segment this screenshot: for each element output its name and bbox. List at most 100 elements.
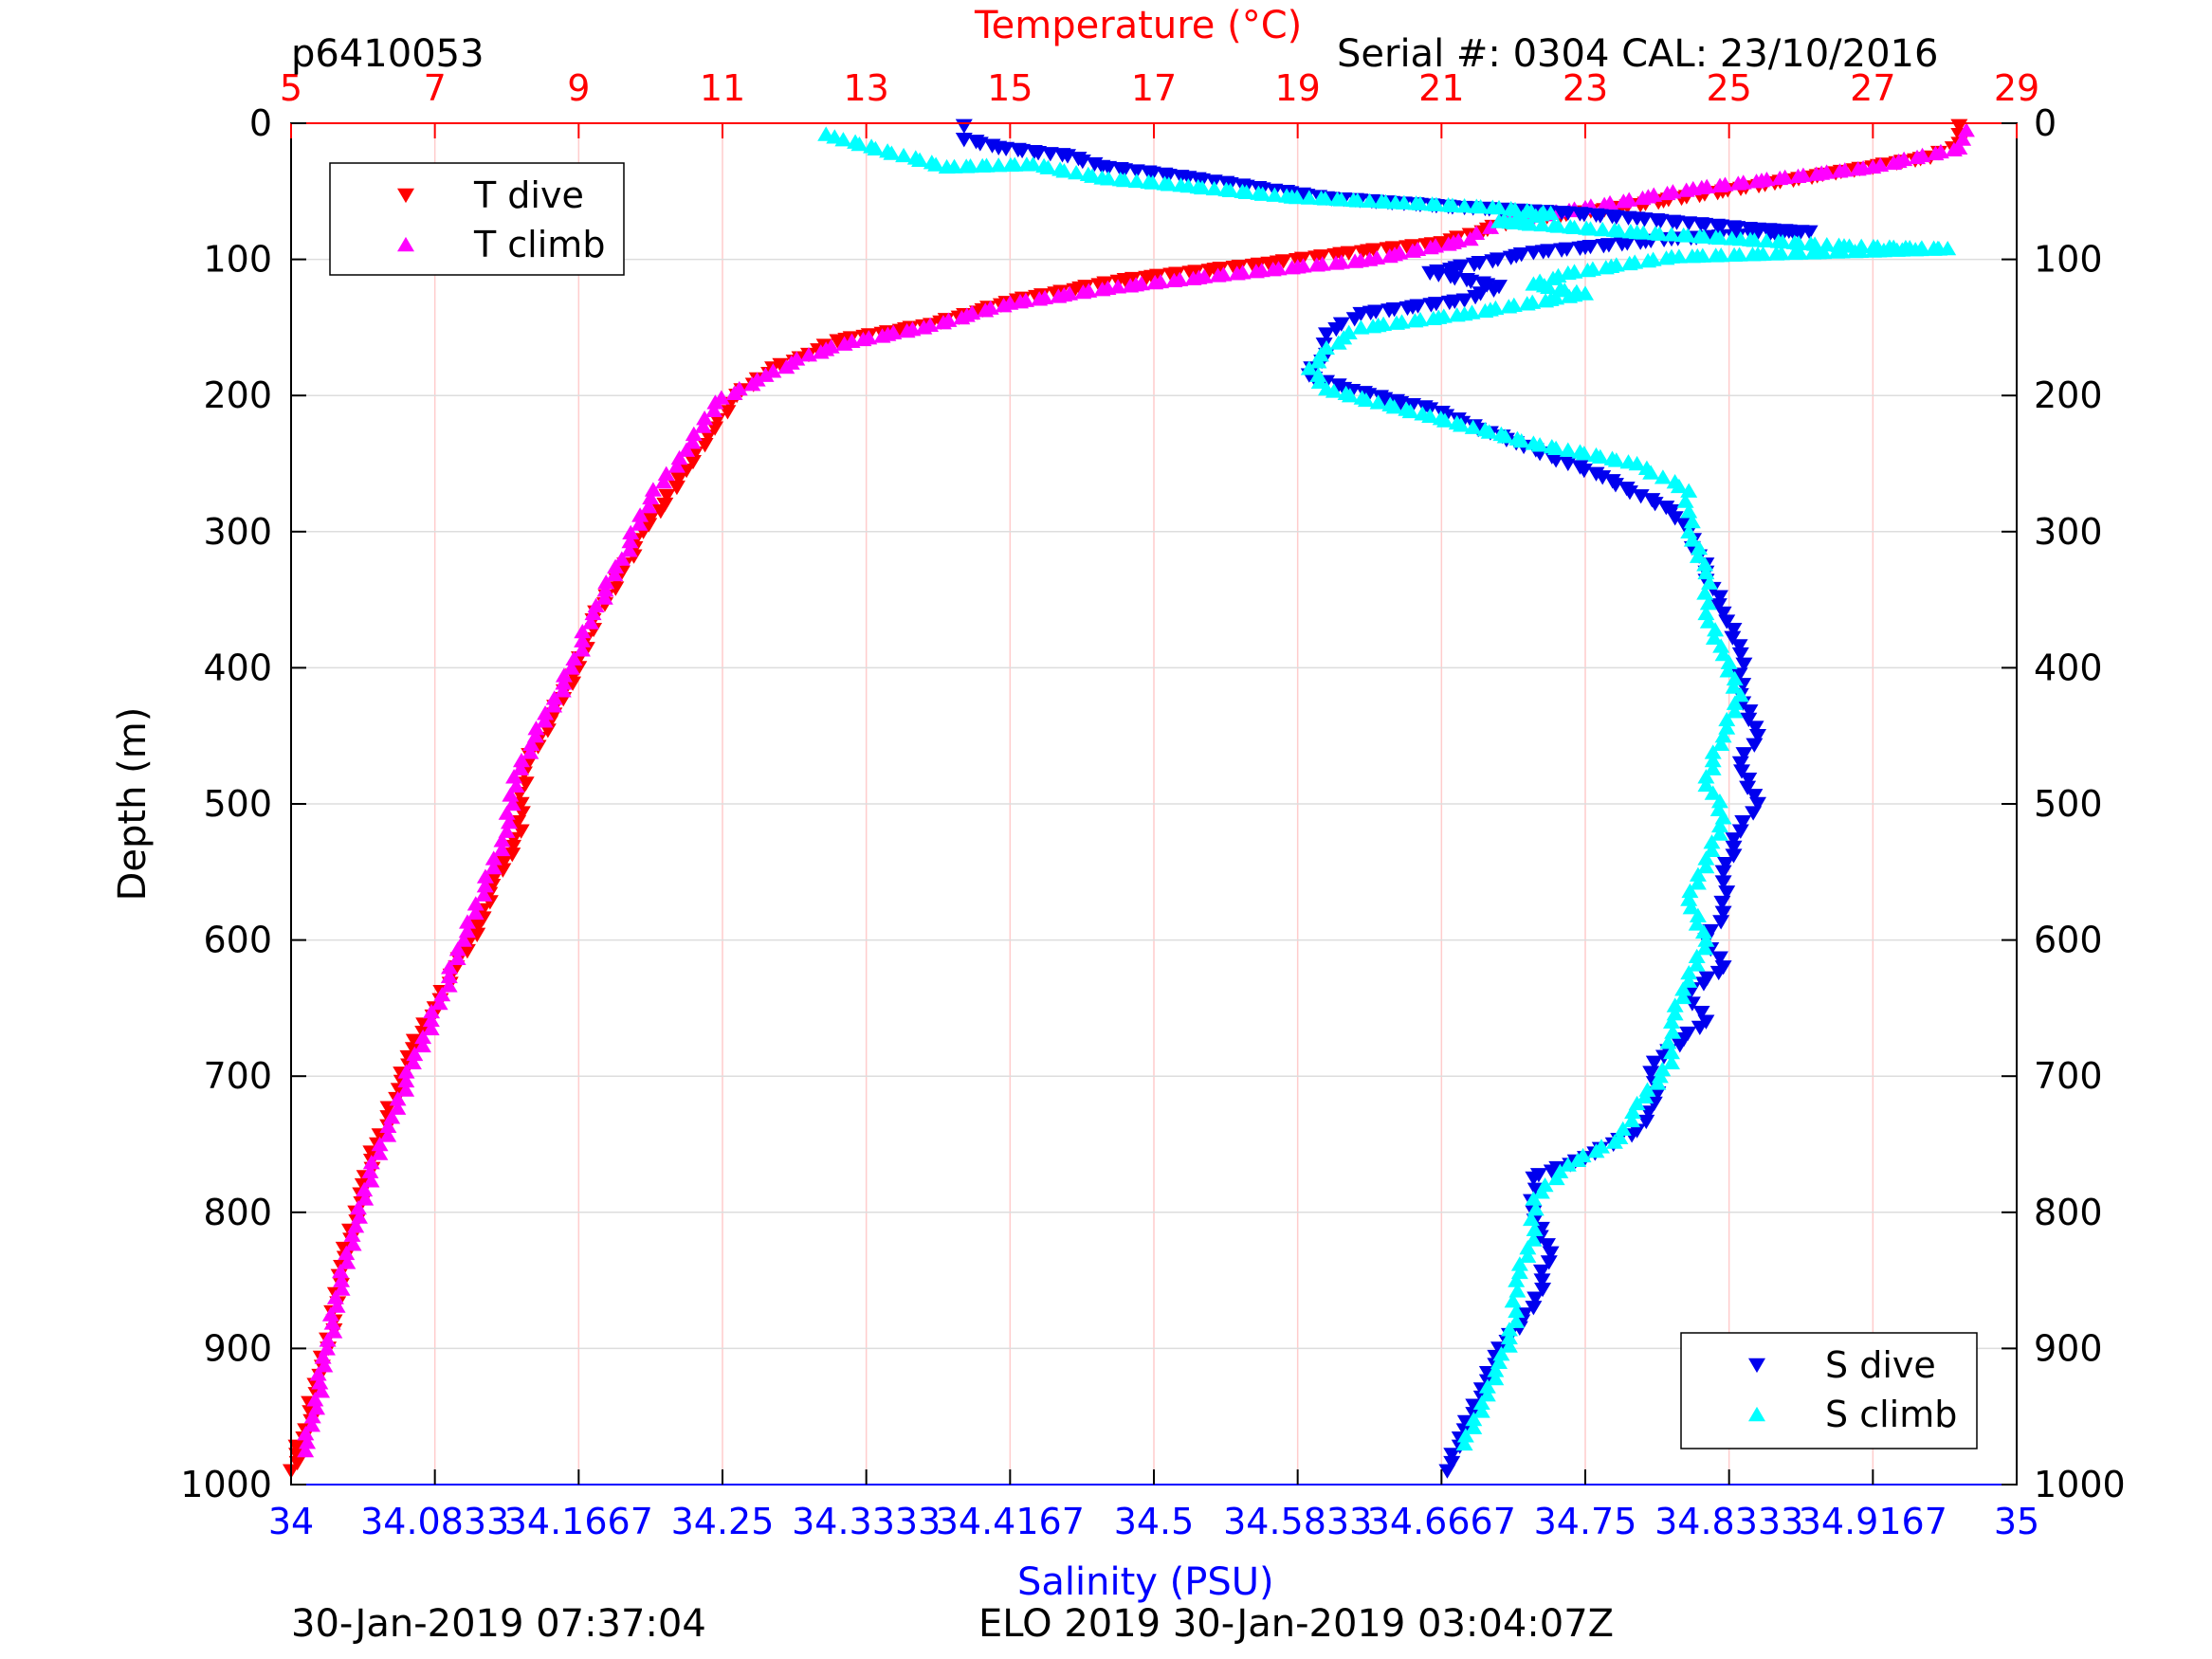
data-point (1709, 598, 1728, 613)
data-point (1726, 695, 1744, 710)
data-point (504, 839, 521, 855)
series-t-climb (297, 122, 1975, 1458)
data-point (1531, 437, 1549, 452)
data-point (299, 1434, 317, 1449)
data-point (1465, 1411, 1483, 1427)
data-point (1465, 257, 1483, 273)
data-point (696, 438, 714, 453)
data-point (1663, 1013, 1680, 1029)
data-point (1703, 834, 1721, 849)
legend-bottom-right: S dive S climb (1680, 1332, 1978, 1449)
data-point (1704, 752, 1722, 768)
data-point (1726, 246, 1744, 263)
data-point (1244, 258, 1262, 274)
data-point (1694, 923, 1712, 939)
data-point (1714, 865, 1732, 880)
data-point (621, 533, 639, 549)
data-point (1500, 299, 1518, 314)
data-point (1637, 1114, 1655, 1130)
data-point (835, 336, 853, 351)
data-point (1628, 455, 1646, 471)
data-point (319, 1332, 337, 1347)
data-point (1472, 1395, 1490, 1411)
data-point (505, 769, 523, 784)
data-point (1540, 279, 1558, 294)
data-point (1689, 548, 1707, 563)
data-point (955, 118, 973, 134)
data-point (1492, 1346, 1510, 1361)
data-point (1525, 276, 1543, 291)
data-point (1547, 1170, 1565, 1186)
data-point (536, 713, 554, 728)
data-point (1575, 446, 1593, 461)
data-point (1696, 940, 1714, 956)
temperature-tick-label: 29 (1994, 67, 2039, 109)
data-point (503, 848, 521, 863)
data-point (1680, 483, 1698, 498)
data-point (1184, 270, 1202, 285)
data-point (1162, 267, 1180, 283)
data-point (667, 480, 686, 496)
data-point (1623, 1112, 1641, 1128)
data-point (1702, 923, 1720, 939)
salinity-tick-label: 34.25 (671, 1501, 775, 1542)
data-point (1357, 392, 1375, 408)
data-point (631, 507, 649, 522)
data-point (1746, 720, 1764, 736)
data-point (1846, 243, 1864, 259)
data-point (696, 410, 714, 426)
data-point (1480, 424, 1498, 439)
data-point (1717, 856, 1735, 872)
data-point (517, 776, 535, 792)
data-point (1093, 282, 1111, 297)
data-point (1403, 243, 1421, 258)
data-point (1713, 895, 1731, 911)
data-point (1502, 250, 1520, 265)
data-point (584, 605, 602, 621)
legend-top-left: T dive T climb (329, 162, 625, 276)
data-point (1725, 679, 1743, 694)
data-point (1569, 1152, 1587, 1167)
data-point (1605, 1134, 1623, 1149)
data-point (555, 667, 573, 683)
data-point (1674, 981, 1692, 996)
data-point (1849, 161, 1867, 176)
data-point (1735, 657, 1753, 672)
data-point (1041, 147, 1059, 162)
data-point (306, 1392, 324, 1407)
data-point (1438, 1464, 1456, 1479)
data-point (1430, 267, 1448, 283)
data-point (1055, 163, 1073, 178)
data-point (1525, 246, 1543, 261)
data-point (406, 1046, 424, 1062)
data-point (1634, 190, 1652, 206)
data-point (1462, 274, 1480, 290)
data-point (1100, 171, 1118, 186)
data-point (1352, 319, 1370, 335)
data-point (1116, 163, 1134, 178)
data-point (455, 932, 472, 947)
temperature-tick-label: 15 (987, 67, 1033, 109)
data-point (323, 1315, 341, 1330)
data-point (1526, 1291, 1545, 1306)
data-point (344, 1236, 362, 1251)
data-point (1731, 756, 1749, 772)
data-point (706, 394, 724, 410)
data-point (1143, 166, 1161, 181)
data-point (1436, 412, 1453, 428)
data-point (1683, 532, 1701, 547)
data-point (397, 1064, 415, 1079)
data-point (1395, 194, 1413, 210)
data-point (1927, 145, 1945, 161)
data-point (469, 920, 487, 935)
data-point (1591, 209, 1609, 224)
legend-label: T climb (473, 224, 605, 265)
data-point (595, 590, 613, 605)
data-point (1500, 1322, 1518, 1337)
data-point (1704, 785, 1722, 800)
data-point (309, 1366, 327, 1381)
depth-tick-label: 0 (249, 102, 272, 144)
data-point (1745, 806, 1763, 821)
data-point (1740, 712, 1758, 728)
data-point (699, 429, 717, 445)
